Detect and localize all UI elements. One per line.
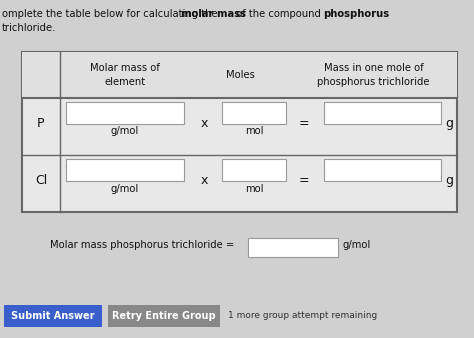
Text: trichloride.: trichloride. — [2, 23, 56, 33]
Text: phosphorus: phosphorus — [323, 9, 389, 19]
Text: Moles: Moles — [226, 70, 255, 80]
Text: g: g — [445, 117, 453, 130]
Text: Mass in one mole of
phosphorus trichloride: Mass in one mole of phosphorus trichlori… — [317, 64, 430, 87]
Text: Cl: Cl — [35, 174, 47, 187]
Text: 1 more group attempt remaining: 1 more group attempt remaining — [228, 312, 377, 320]
Text: g: g — [445, 174, 453, 187]
Bar — [4, 305, 102, 327]
Text: omplete the table below for calculating the: omplete the table below for calculating … — [2, 9, 221, 19]
Text: x: x — [201, 174, 208, 187]
Bar — [324, 101, 441, 123]
Text: x: x — [201, 117, 208, 130]
Text: mol: mol — [245, 126, 263, 137]
Text: Retry Entire Group: Retry Entire Group — [112, 311, 216, 321]
Bar — [66, 101, 184, 123]
Bar — [248, 238, 338, 257]
Text: Molar mass phosphorus trichloride =: Molar mass phosphorus trichloride = — [50, 240, 234, 250]
Bar — [222, 159, 286, 180]
Text: of the compound: of the compound — [233, 9, 324, 19]
Text: P: P — [37, 117, 45, 130]
Text: Molar mass of
element: Molar mass of element — [90, 64, 160, 87]
Bar — [22, 52, 457, 98]
Text: g/mol: g/mol — [111, 184, 139, 193]
Bar — [222, 101, 286, 123]
Text: g/mol: g/mol — [343, 240, 371, 250]
Text: =: = — [299, 174, 310, 187]
Bar — [108, 305, 220, 327]
Text: =: = — [299, 117, 310, 130]
Text: molar mass: molar mass — [181, 9, 246, 19]
Text: g/mol: g/mol — [111, 126, 139, 137]
Bar — [66, 159, 184, 180]
Bar — [324, 159, 441, 180]
Text: mol: mol — [245, 184, 263, 193]
Text: Submit Answer: Submit Answer — [11, 311, 95, 321]
Bar — [22, 52, 457, 212]
